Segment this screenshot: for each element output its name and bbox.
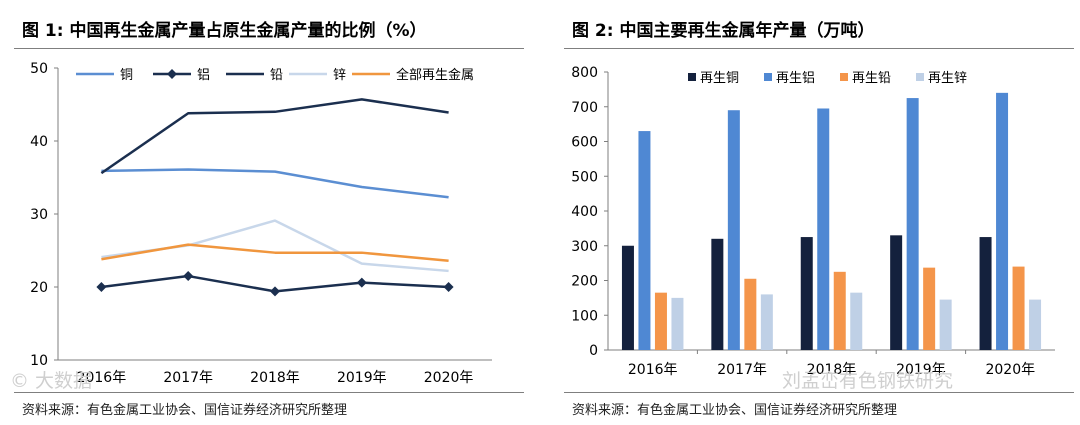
bar-再生铜: [621, 245, 634, 350]
y-tick-label: 200: [571, 274, 598, 290]
bar-chart-panel: 图 2: 中国主要再生金属年产量（万吨） 0 100 200 300 400 500 600…: [550, 0, 1080, 425]
bar-再生铜: [800, 237, 813, 350]
bar-再生铅: [833, 271, 846, 350]
x-tick-label: 2018年: [807, 362, 857, 378]
x-tick-label: 2018年: [250, 370, 300, 386]
legend-swatch-再生铝: [764, 73, 772, 81]
y-tick-label: 10: [30, 353, 48, 369]
bar-再生铝: [638, 131, 651, 350]
x-tick-label: 2017年: [163, 370, 213, 386]
bar-再生铅: [923, 267, 936, 350]
footer-divider: [564, 392, 1074, 393]
legend-swatch-再生铜: [688, 73, 696, 81]
series-line-全部再生金属: [101, 243, 449, 262]
y-tick-label: 0: [589, 343, 598, 359]
legend-label: 全部再生金属: [396, 67, 474, 83]
series-line-锌: [101, 219, 449, 273]
bar-再生铜: [711, 238, 724, 350]
title-divider: [14, 48, 524, 49]
chart-title: 图 1: 中国再生金属产量占原生金属产量的比例（%）: [22, 21, 427, 41]
y-tick-label: 50: [30, 61, 48, 77]
y-tick-label: 40: [30, 134, 48, 150]
chart-title: 图 2: 中国主要再生金属年产量（万吨）: [572, 21, 875, 41]
bar-再生铝: [727, 110, 740, 350]
bar-再生铜: [979, 237, 992, 350]
legend-label: 铝: [197, 68, 210, 83]
bar-再生锌: [760, 294, 773, 350]
data-point-marker: [96, 282, 107, 292]
bar-再生铜: [890, 235, 903, 350]
line-chart: 10 20 30 40 50 2016年 2017年 2018年 2019年 2020年 铜 铝 铅 锌 全…: [30, 61, 492, 386]
legend-label: 再生铝: [776, 71, 815, 86]
source-note: 资料来源：有色金属工业协会、国信证券经济研究所整理: [22, 403, 348, 418]
y-tick-label: 20: [30, 280, 48, 296]
bar-再生锌: [939, 299, 952, 350]
y-tick-label: 400: [571, 204, 598, 220]
bar-再生铅: [1012, 266, 1025, 350]
series-line-铅: [100, 98, 449, 175]
bar-再生锌: [671, 297, 684, 350]
legend-label: 再生铅: [852, 71, 891, 86]
data-point-marker: [356, 277, 367, 288]
title-divider: [564, 48, 1074, 49]
bar-再生锌: [850, 292, 863, 350]
legend-marker: [167, 69, 177, 79]
data-point-marker: [183, 271, 194, 282]
y-tick-label: 600: [571, 135, 598, 151]
y-tick-label: 500: [571, 169, 598, 185]
y-tick-label: 700: [571, 100, 598, 116]
line-chart-panel: 图 1: 中国再生金属产量占原生金属产量的比例（%） 10 20 30 40 50 201…: [0, 0, 530, 425]
data-point-marker: [443, 282, 454, 292]
watermark-right: 刘孟峦有色钢铁研究: [782, 370, 954, 392]
bar-再生铝: [996, 92, 1009, 350]
footer-divider: [14, 392, 524, 393]
x-tick-label: 2019年: [896, 362, 946, 378]
bar-chart: 0 100 200 300 400 500 600 700 800 2016年 2017年 2018年…: [571, 65, 1055, 378]
legend-label: 再生铜: [700, 71, 739, 86]
legend-swatch-再生铅: [840, 73, 848, 81]
legend-label: 再生锌: [928, 71, 967, 86]
y-tick-label: 30: [30, 207, 48, 223]
bar-再生铅: [654, 292, 667, 350]
legend-label: 铅: [270, 68, 283, 83]
y-tick-label: 100: [571, 308, 598, 324]
bar-再生铝: [817, 108, 830, 350]
x-tick-label: 2016年: [628, 362, 678, 378]
x-tick-label: 2020年: [985, 362, 1035, 378]
legend-label: 锌: [333, 68, 346, 83]
y-tick-label: 800: [571, 65, 598, 81]
series-line-铜: [101, 168, 449, 199]
bar-再生铝: [906, 98, 919, 350]
x-tick-label: 2017年: [717, 362, 767, 378]
x-tick-label: 2016年: [77, 370, 127, 386]
y-tick-label: 300: [571, 239, 598, 255]
source-note: 资料来源：有色金属工业协会、国信证券经济研究所整理: [572, 403, 898, 418]
x-tick-label: 2019年: [337, 370, 387, 386]
bar-再生锌: [1029, 299, 1042, 350]
legend-swatch-再生锌: [916, 73, 924, 81]
legend-label: 铜: [120, 68, 133, 83]
data-point-marker: [270, 286, 280, 297]
watermark-left: © 大数据: [10, 370, 93, 392]
bar-再生铅: [744, 278, 757, 350]
x-tick-label: 2020年: [424, 370, 474, 386]
